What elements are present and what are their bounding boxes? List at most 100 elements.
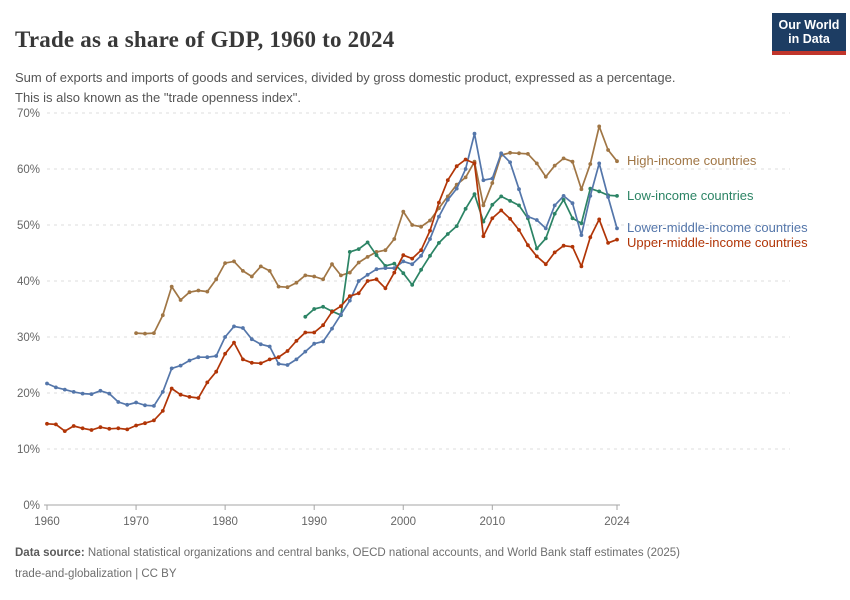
data-point[interactable] [62,429,67,433]
data-point[interactable] [615,226,619,231]
data-point[interactable] [374,267,379,272]
data-point[interactable] [45,421,49,426]
data-point[interactable] [410,262,415,267]
data-point[interactable] [134,331,139,335]
data-point[interactable] [285,349,290,353]
data-point[interactable] [196,355,201,360]
data-point[interactable] [321,339,325,344]
data-point[interactable] [312,307,317,311]
data-point[interactable] [401,253,406,258]
data-point[interactable] [490,181,495,185]
data-point[interactable] [54,422,58,427]
data-point[interactable] [125,402,130,407]
data-point[interactable] [428,228,432,233]
data-point[interactable] [347,294,352,298]
data-point[interactable] [526,214,530,219]
data-point[interactable] [561,243,566,248]
data-point[interactable] [517,203,521,208]
data-point[interactable] [508,199,512,203]
data-point[interactable] [454,224,459,229]
data-point[interactable] [561,197,566,202]
data-point[interactable] [160,390,165,394]
data-point[interactable] [365,255,370,259]
data-point[interactable] [214,369,219,374]
data-point[interactable] [588,162,593,166]
data-point[interactable] [588,194,593,198]
data-point[interactable] [481,203,486,208]
series-label-low-income[interactable]: Low-income countries [627,187,754,203]
data-point[interactable] [276,362,281,366]
data-point[interactable] [615,237,619,242]
data-point[interactable] [463,206,468,211]
data-point[interactable] [178,298,183,302]
data-point[interactable] [187,290,192,295]
data-point[interactable] [437,214,441,219]
data-point[interactable] [169,366,174,371]
data-point[interactable] [552,163,557,168]
data-point[interactable] [534,161,539,166]
data-point[interactable] [356,291,361,296]
data-point[interactable] [196,396,201,400]
data-point[interactable] [552,250,557,255]
data-point[interactable] [285,285,290,290]
data-point[interactable] [517,187,521,192]
data-point[interactable] [570,159,575,164]
data-point[interactable] [401,259,406,264]
data-point[interactable] [169,284,174,289]
data-point[interactable] [294,339,299,343]
owid-logo[interactable]: Our World in Data [772,13,846,55]
data-point[interactable] [481,234,486,239]
data-point[interactable] [392,237,397,241]
data-point[interactable] [312,330,317,335]
data-point[interactable] [570,216,575,221]
data-point[interactable] [472,161,477,166]
data-point[interactable] [241,357,245,362]
data-point[interactable] [437,241,441,245]
data-point[interactable] [365,279,370,283]
data-point[interactable] [223,351,228,356]
data-point[interactable] [249,337,254,342]
data-point[interactable] [383,248,388,253]
data-point[interactable] [45,381,49,386]
data-point[interactable] [249,274,254,279]
data-point[interactable] [606,195,610,199]
data-point[interactable] [232,340,236,345]
data-point[interactable] [152,418,156,423]
data-point[interactable] [134,423,139,428]
data-point[interactable] [552,203,557,208]
data-point[interactable] [419,253,423,258]
data-point[interactable] [428,237,432,241]
data-point[interactable] [508,150,512,155]
data-point[interactable] [561,194,566,198]
data-point[interactable] [339,304,343,309]
data-point[interactable] [267,357,272,362]
data-point[interactable] [606,241,610,245]
data-point[interactable] [534,246,539,251]
data-point[interactable] [490,202,495,207]
data-point[interactable] [249,360,254,365]
data-point[interactable] [419,267,423,272]
data-point[interactable] [463,175,468,180]
data-point[interactable] [303,314,308,319]
data-point[interactable] [62,387,67,392]
data-point[interactable] [615,194,619,198]
data-point[interactable] [356,260,361,265]
data-point[interactable] [116,400,121,404]
data-point[interactable] [187,395,192,399]
data-point[interactable] [152,331,156,335]
data-point[interactable] [303,330,308,335]
data-point[interactable] [276,284,281,289]
data-point[interactable] [579,233,584,238]
data-point[interactable] [258,264,263,269]
data-point[interactable] [597,217,602,222]
data-point[interactable] [401,271,406,276]
data-point[interactable] [543,262,548,267]
data-point[interactable] [347,270,352,275]
data-point[interactable] [463,157,468,162]
series-label-high-income[interactable]: High-income countries [627,153,757,169]
data-point[interactable] [330,326,334,331]
data-point[interactable] [463,167,468,171]
data-point[interactable] [419,248,423,253]
data-point[interactable] [80,391,85,396]
data-point[interactable] [517,151,521,156]
